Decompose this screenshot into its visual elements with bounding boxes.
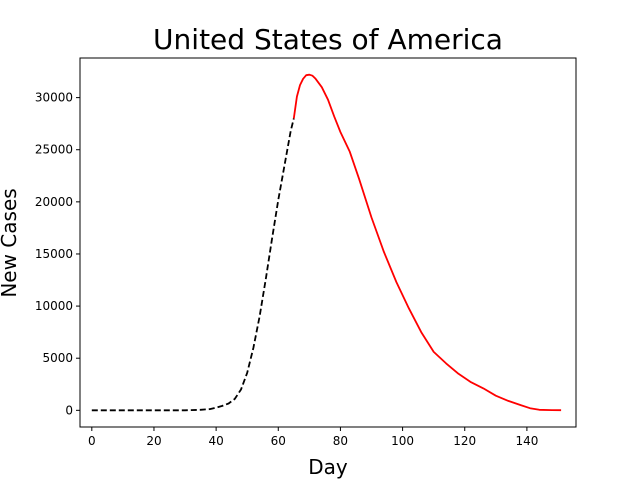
y-tick-label: 20000	[35, 195, 73, 209]
y-axis-ticks: 0 5000 10000 15000 20000 25000 30000	[35, 91, 80, 417]
y-tick-label: 5000	[42, 351, 73, 365]
x-tick-label: 20	[146, 434, 161, 448]
series-line-1	[292, 73, 562, 412]
x-tick-label: 120	[453, 434, 476, 448]
y-tick-label: 0	[65, 403, 73, 417]
plot-area-frame	[79, 57, 577, 428]
x-tick-label: 140	[515, 434, 538, 448]
plot-lines	[91, 73, 562, 412]
x-axis-ticks: 0 20 40 60 80 100 120 140	[88, 427, 538, 448]
x-tick-label: 0	[88, 434, 96, 448]
y-tick-label: 25000	[35, 143, 73, 157]
x-tick-label: 40	[208, 434, 223, 448]
chart-title: United States of America	[153, 23, 503, 56]
y-tick-label: 30000	[35, 91, 73, 105]
series-line-0	[91, 118, 295, 412]
y-tick-label: 10000	[35, 299, 73, 313]
x-tick-label: 80	[333, 434, 348, 448]
x-tick-label: 60	[271, 434, 286, 448]
y-tick-label: 15000	[35, 247, 73, 261]
x-axis-label: Day	[308, 455, 348, 479]
y-axis-label: New Cases	[0, 188, 21, 297]
x-tick-label: 100	[391, 434, 414, 448]
